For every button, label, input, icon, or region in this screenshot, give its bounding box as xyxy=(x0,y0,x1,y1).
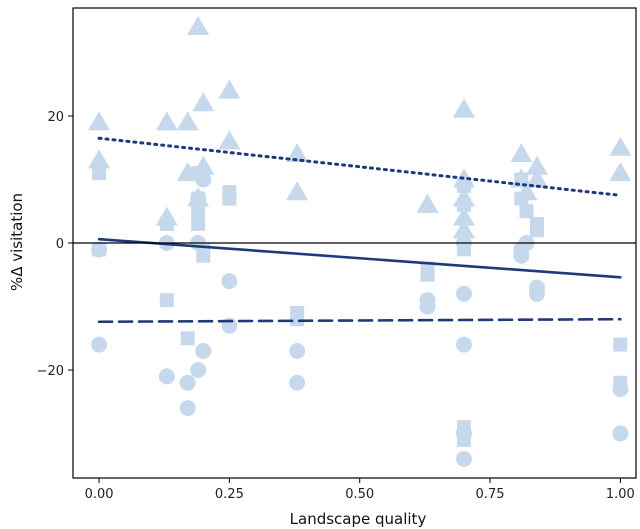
triangle-point xyxy=(218,79,241,99)
triangle-point xyxy=(88,111,111,131)
fit-line-dotted xyxy=(97,136,622,197)
circle-point xyxy=(513,247,530,264)
x-axis-title: Landscape quality xyxy=(290,510,427,528)
triangle-point xyxy=(218,130,241,150)
data-points xyxy=(88,16,632,467)
circle-point xyxy=(91,241,108,258)
triangle-point xyxy=(510,143,533,163)
circle-point xyxy=(221,273,238,290)
square-point xyxy=(191,216,206,231)
square-point xyxy=(290,312,305,327)
square-point xyxy=(514,191,529,206)
circle-point xyxy=(612,381,629,398)
square-point xyxy=(420,267,435,282)
triangle-point xyxy=(609,136,632,156)
circle-point xyxy=(195,342,212,359)
circle-point xyxy=(179,400,196,417)
circle-point xyxy=(289,342,306,359)
triangle-point xyxy=(609,162,632,182)
axes: 0.00 0.25 0.50 0.75 1.00 −20 0 20 xyxy=(37,7,637,502)
y-tick-label: 20 xyxy=(47,110,64,125)
circle-point xyxy=(455,425,472,442)
triangle-point xyxy=(525,155,548,175)
square-point xyxy=(92,166,107,181)
circle-point xyxy=(455,285,472,302)
circle-point xyxy=(289,374,306,391)
square-point xyxy=(159,293,174,308)
triangle-point xyxy=(452,98,475,118)
circle-point xyxy=(419,298,436,315)
x-tick-label: 0.75 xyxy=(476,487,505,502)
x-tick-label: 0.50 xyxy=(345,487,374,502)
triangle-point xyxy=(416,193,439,213)
x-tick-label: 0.00 xyxy=(85,487,114,502)
fit-line-solid xyxy=(97,237,622,279)
square-point xyxy=(196,248,211,263)
circle-point xyxy=(612,425,629,442)
square-point xyxy=(613,337,628,352)
fit-line-dashed xyxy=(97,317,622,324)
y-axis-title: %Δ visitation xyxy=(8,193,26,291)
circle-point xyxy=(528,285,545,302)
square-point xyxy=(529,223,544,238)
y-tick-label: −20 xyxy=(37,364,64,379)
circle-point xyxy=(190,362,207,379)
square-point xyxy=(456,197,471,212)
triangle-point xyxy=(192,92,215,112)
square-point xyxy=(519,204,534,219)
square-point xyxy=(159,216,174,231)
circle-point xyxy=(195,171,212,188)
circle-point xyxy=(179,374,196,391)
triangle-point xyxy=(286,181,309,201)
triangle-point xyxy=(88,149,111,169)
square-point xyxy=(180,331,195,346)
fit-lines xyxy=(97,136,622,324)
square-point xyxy=(456,178,471,193)
square-point xyxy=(191,204,206,219)
triangle-point xyxy=(155,111,178,131)
circle-point xyxy=(455,450,472,467)
x-tick-label: 0.25 xyxy=(215,487,244,502)
x-tick-label: 1.00 xyxy=(606,487,635,502)
triangle-point xyxy=(452,206,475,226)
circle-point xyxy=(158,368,175,385)
y-tick-label: 0 xyxy=(56,237,64,252)
circle-point xyxy=(91,336,108,353)
circle-point xyxy=(190,190,207,207)
square-point xyxy=(222,191,237,206)
triangle-point xyxy=(286,143,309,163)
triangle-point xyxy=(187,16,210,36)
circle-point xyxy=(455,336,472,353)
triangle-point xyxy=(176,111,199,131)
triangle-point xyxy=(525,168,548,188)
triangle-point xyxy=(452,219,475,239)
